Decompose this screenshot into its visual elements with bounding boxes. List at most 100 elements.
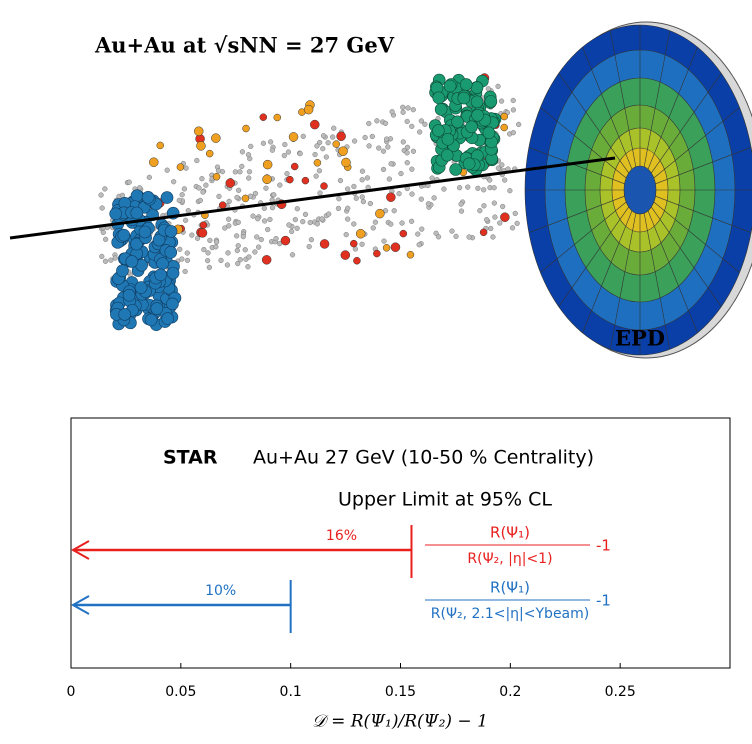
spectator — [122, 288, 136, 302]
track-dot — [380, 166, 387, 173]
track-dot — [375, 208, 385, 219]
track-dot — [495, 165, 501, 171]
epd-sector — [582, 46, 633, 170]
track-dot — [205, 258, 211, 264]
track-dot — [262, 159, 273, 170]
track-dot — [389, 109, 395, 115]
track-dot — [376, 145, 382, 151]
track-dot — [197, 197, 203, 204]
track-dot — [481, 203, 487, 209]
track-dot — [409, 191, 415, 197]
track-dot — [300, 133, 306, 139]
epd-sector — [609, 213, 637, 350]
spectator — [440, 148, 454, 162]
track-dot — [359, 194, 365, 200]
track-dot — [149, 157, 159, 167]
epd-sector — [647, 46, 698, 170]
spectator — [432, 124, 445, 137]
spectator — [465, 120, 478, 134]
track-dot — [495, 83, 501, 89]
track-dot — [313, 173, 319, 179]
formula-numerator: R(Ψ₁) — [490, 579, 530, 597]
track-dot — [338, 146, 348, 156]
track-dot — [510, 97, 516, 104]
track-dot — [164, 167, 170, 173]
track-dot — [199, 221, 208, 229]
spectator — [482, 126, 496, 140]
track-dot — [326, 211, 332, 217]
track-dot — [239, 149, 246, 155]
track-dot — [381, 238, 387, 244]
track-dot — [408, 218, 415, 224]
track-dot — [336, 131, 346, 142]
track-dot — [234, 247, 240, 254]
track-dot — [485, 86, 491, 92]
track-dot — [255, 216, 261, 222]
track-dot — [179, 256, 185, 262]
track-dot — [385, 144, 391, 150]
track-dot — [234, 233, 240, 239]
epd-sector — [582, 210, 633, 334]
spectator — [117, 228, 131, 242]
headline-bold: STAR — [163, 447, 218, 469]
track-dot — [297, 150, 303, 157]
track-dot — [286, 222, 292, 228]
track-dot — [491, 185, 497, 191]
track-dot — [211, 133, 221, 143]
track-dot — [359, 168, 366, 174]
track-dot — [288, 132, 299, 142]
track-dot — [236, 187, 242, 193]
track-dot — [281, 152, 287, 159]
track-dot — [341, 157, 351, 168]
track-dot — [301, 176, 310, 185]
track-dot — [146, 174, 152, 180]
track-dot — [280, 235, 291, 246]
spectator — [449, 163, 462, 176]
track-dot — [294, 206, 300, 212]
track-dot — [458, 208, 465, 214]
track-dot — [398, 170, 404, 177]
track-dot — [500, 212, 510, 222]
track-dot — [240, 233, 246, 240]
spectator — [125, 255, 139, 268]
track-dot — [364, 175, 371, 181]
track-dot — [201, 246, 207, 253]
x-axis-label: 𝒟 = R(Ψ₁)/R(Ψ₂) − 1 — [312, 712, 488, 732]
track-dot — [351, 221, 357, 227]
track-dot — [242, 124, 250, 133]
headline: Au+Au 27 GeV (10-50 % Centrality) — [253, 447, 594, 469]
track-dot — [245, 152, 252, 158]
track-dot — [507, 188, 513, 194]
track-dot — [374, 118, 380, 124]
track-dot — [294, 225, 300, 231]
spectator — [138, 225, 152, 239]
track-dot — [353, 195, 359, 201]
spectator — [130, 206, 144, 220]
x-tick-label: 0.05 — [165, 684, 196, 700]
track-dot — [269, 205, 276, 211]
detector-label: EPD — [615, 326, 665, 351]
epd-sector — [655, 195, 752, 233]
spectator — [470, 81, 484, 94]
track-dot — [345, 186, 351, 192]
track-dot — [314, 221, 320, 227]
track-dot — [435, 234, 442, 240]
track-dot — [277, 182, 283, 188]
event-illustration: Au+Au at √sNN = 27 GeV EPD — [9, 21, 752, 359]
track-dot — [183, 165, 189, 171]
track-dot — [500, 123, 508, 132]
track-dot — [351, 138, 358, 144]
track-dot — [207, 237, 213, 243]
track-dot — [404, 160, 410, 166]
track-dot — [497, 220, 503, 226]
track-dot — [102, 186, 108, 192]
track-dot — [193, 126, 204, 136]
track-dot — [288, 228, 295, 235]
track-dot — [197, 228, 208, 238]
track-dot — [320, 146, 326, 152]
spectator — [141, 191, 155, 204]
track-dot — [273, 236, 279, 242]
track-dot — [290, 162, 299, 171]
track-dot — [184, 257, 191, 263]
